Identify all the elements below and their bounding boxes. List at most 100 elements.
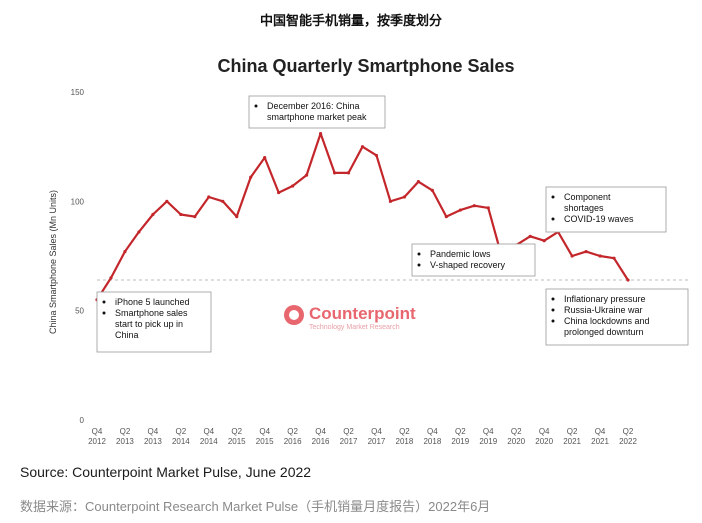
bullet-icon — [551, 217, 555, 221]
x-tick-year: 2021 — [563, 437, 581, 446]
data-point — [263, 156, 267, 160]
data-point — [570, 254, 574, 258]
x-tick-quarter: Q4 — [427, 427, 438, 436]
data-point — [402, 195, 407, 199]
bullet-icon — [551, 319, 555, 323]
bullet-icon — [551, 297, 555, 301]
annotation-line: December 2016: China — [267, 101, 360, 111]
data-point — [193, 215, 197, 219]
x-tick-quarter: Q2 — [176, 427, 187, 436]
annotation-line: Pandemic lows — [430, 249, 491, 259]
x-tick-quarter: Q4 — [203, 427, 214, 436]
annotation-line: Russia-Ukraine war — [564, 305, 643, 315]
bullet-icon — [417, 252, 421, 256]
x-axis-ticks: Q42012Q22013Q42013Q22014Q42014Q22015Q420… — [88, 427, 637, 446]
x-tick-quarter: Q2 — [120, 427, 131, 436]
bullet-icon — [417, 263, 421, 267]
x-tick-year: 2014 — [172, 437, 190, 446]
bullet-icon — [551, 195, 555, 199]
data-point — [416, 180, 420, 184]
data-point — [277, 190, 281, 195]
data-point — [221, 199, 225, 203]
data-point — [598, 254, 602, 258]
data-point — [151, 212, 155, 217]
x-tick-quarter: Q4 — [539, 427, 550, 436]
x-tick-quarter: Q2 — [399, 427, 410, 436]
annotation-line: V-shaped recovery — [430, 260, 506, 270]
x-tick-quarter: Q4 — [92, 427, 103, 436]
data-point — [179, 212, 183, 217]
data-point — [346, 171, 351, 175]
annotation-line: China — [115, 330, 139, 340]
x-tick-year: 2019 — [451, 437, 469, 446]
x-tick-year: 2017 — [368, 437, 386, 446]
annotation-line: shortages — [564, 203, 604, 213]
data-point — [444, 215, 448, 219]
data-point — [332, 171, 337, 175]
logo-tagline: Technology Market Research — [309, 324, 400, 331]
annotation-line: iPhone 5 launched — [115, 297, 190, 307]
x-tick-quarter: Q2 — [287, 427, 298, 436]
annotation-line: Inflationary pressure — [564, 294, 646, 304]
x-tick-year: 2015 — [256, 437, 274, 446]
x-tick-quarter: Q2 — [343, 427, 354, 436]
data-point — [305, 173, 309, 177]
bullet-icon — [102, 300, 106, 304]
x-tick-year: 2015 — [228, 437, 246, 446]
data-point — [486, 206, 490, 210]
data-point — [388, 199, 393, 203]
x-tick-year: 2020 — [535, 437, 553, 446]
footer-caption: 数据来源：Counterpoint Research Market Pulse（… — [20, 499, 491, 514]
x-tick-quarter: Q4 — [259, 427, 270, 436]
annotation-box — [96, 291, 212, 353]
data-point — [528, 234, 532, 238]
data-point — [626, 278, 630, 282]
bullet-icon — [254, 104, 258, 108]
annotation-line: smartphone market peak — [267, 112, 367, 122]
x-tick-quarter: Q4 — [148, 427, 159, 436]
data-points — [95, 131, 630, 302]
x-tick-year: 2013 — [116, 437, 134, 446]
logo-name: Counterpoint — [309, 304, 416, 323]
x-tick-year: 2019 — [479, 437, 497, 446]
data-point — [374, 153, 379, 158]
x-tick-quarter: Q4 — [483, 427, 494, 436]
data-point — [612, 256, 616, 260]
x-tick-year: 2022 — [619, 437, 637, 446]
x-tick-quarter: Q2 — [623, 427, 634, 436]
data-point — [249, 175, 253, 179]
x-tick-year: 2018 — [423, 437, 441, 446]
data-point — [360, 145, 365, 149]
y-tick-label: 150 — [71, 88, 85, 97]
data-point — [318, 131, 323, 136]
line-chart: China Quarterly Smartphone Sales China S… — [48, 56, 689, 446]
annotation-box — [411, 243, 536, 277]
annotation-box — [545, 186, 667, 233]
x-tick-year: 2016 — [284, 437, 302, 446]
x-tick-year: 2020 — [507, 437, 525, 446]
annotation-line: Smartphone sales — [115, 308, 188, 318]
y-axis-label: China Smartphone Sales (Mn Units) — [48, 190, 58, 334]
data-point — [472, 204, 476, 208]
annotation-line: COVID-19 waves — [564, 214, 634, 224]
x-tick-year: 2012 — [88, 437, 106, 446]
bullet-icon — [551, 308, 555, 312]
data-point — [542, 239, 546, 243]
data-point — [109, 276, 113, 280]
annotation-line: Component — [564, 192, 611, 202]
data-point — [458, 208, 462, 212]
x-tick-year: 2021 — [591, 437, 609, 446]
x-tick-quarter: Q2 — [567, 427, 578, 436]
x-tick-quarter: Q4 — [595, 427, 606, 436]
source-caption: Source: Counterpoint Market Pulse, June … — [20, 464, 312, 480]
data-point — [584, 250, 588, 254]
data-point — [207, 195, 211, 199]
x-tick-quarter: Q4 — [315, 427, 326, 436]
y-tick-label: 50 — [75, 307, 84, 316]
